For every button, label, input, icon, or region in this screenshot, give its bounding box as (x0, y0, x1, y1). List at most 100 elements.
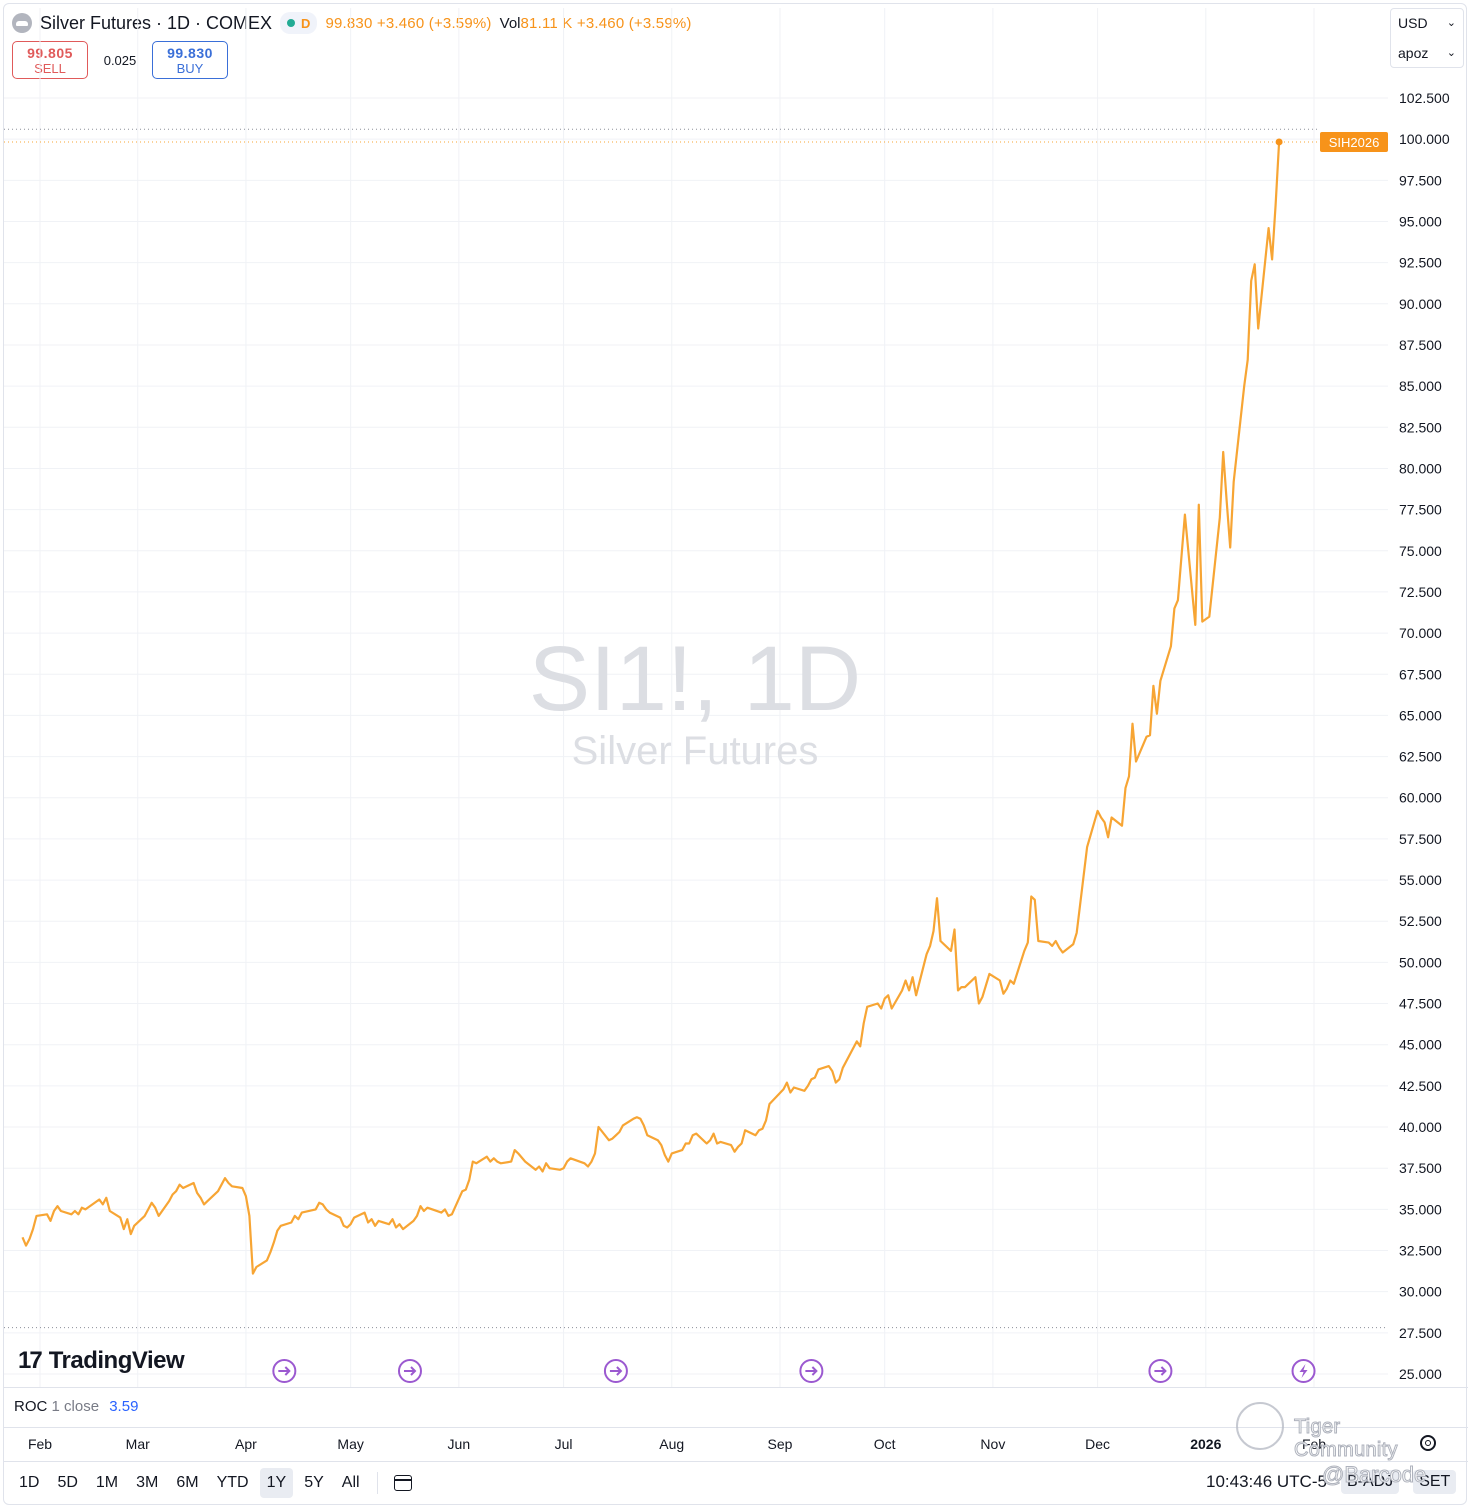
symbol-cloud-icon[interactable] (12, 13, 32, 33)
range-1y[interactable]: 1Y (259, 1468, 294, 1498)
event-markers (272, 1359, 1316, 1383)
y-tick-label: 75.000 (1399, 543, 1442, 559)
x-tick-label: Mar (126, 1436, 150, 1452)
contract-roll-icon[interactable] (1148, 1359, 1173, 1383)
time-axis: Feb Mar Apr May Jun Jul Aug Sep Oct Nov Dec 2026 Feb (28, 1436, 1326, 1452)
chart-frame (3, 3, 1467, 1505)
y-tick-label: 40.000 (1399, 1119, 1442, 1135)
goto-date-calendar-icon[interactable] (393, 1475, 412, 1491)
y-tick-label: 42.500 (1399, 1078, 1442, 1094)
sell-button[interactable]: 99.805 SELL (12, 41, 88, 79)
contract-roll-icon[interactable] (603, 1359, 628, 1383)
series-tag-bg (1320, 131, 1388, 152)
y-tick-label: 67.500 (1399, 666, 1442, 682)
reference-lines (4, 128, 1388, 1329)
y-tick-label: 60.000 (1399, 790, 1442, 806)
symbol-title[interactable]: Silver Futures · 1D · COMEX (40, 12, 273, 33)
y-tick-label: 65.000 (1399, 707, 1442, 723)
toolbar-right: 10:43:46 UTC-5 B-ADJ SET (1206, 1470, 1457, 1494)
market-status-pill[interactable]: D (280, 12, 318, 34)
x-tick-label: Aug (659, 1436, 684, 1452)
price-series-line[interactable] (21, 141, 1281, 1275)
y-tick-label: 47.500 (1399, 996, 1442, 1012)
community-watermark-text: Tiger Community (1294, 1416, 1399, 1462)
range-1m[interactable]: 1M (95, 1474, 119, 1491)
contract-roll-icon[interactable] (799, 1359, 824, 1383)
y-tick-label: 100.000 (1399, 131, 1450, 147)
y-tick-label: 87.500 (1399, 337, 1442, 353)
author-watermark: @Barcode (1321, 1462, 1427, 1488)
y-tick-label: 27.500 (1399, 1325, 1442, 1341)
y-tick-label: 77.500 (1399, 502, 1442, 518)
y-tick-label: 92.500 (1399, 255, 1442, 271)
y-tick-label: 95.000 (1399, 213, 1442, 229)
community-watermark: Tiger Community (1236, 1400, 1448, 1462)
y-tick-label: 85.000 (1399, 378, 1442, 394)
currency-value: USD (1398, 15, 1428, 31)
back-adjust-button[interactable]: B-ADJ (1340, 1470, 1400, 1494)
unit-selector[interactable]: apoz ⌄ (1392, 40, 1462, 66)
y-tick-label: 82.500 (1399, 419, 1442, 435)
x-tick-label: Feb (28, 1436, 52, 1452)
settlement-button[interactable]: SET (1413, 1470, 1457, 1494)
x-tick-label: Oct (874, 1436, 896, 1452)
sell-label: SELL (34, 61, 66, 76)
x-tick-label: May (337, 1436, 363, 1452)
roc-indicator-legend[interactable]: ROC 1 close 3.59 (14, 1398, 138, 1415)
x-tick-label: Dec (1085, 1436, 1110, 1452)
y-tick-label: 30.000 (1399, 1284, 1442, 1300)
x-tick-label: 2026 (1190, 1436, 1221, 1452)
x-tick-label: Sep (768, 1436, 793, 1452)
chevron-down-icon: ⌄ (1446, 17, 1456, 29)
community-logo-icon (1236, 1402, 1284, 1450)
tradingview-mark-icon: 17 (18, 1347, 43, 1374)
buy-price: 99.830 (167, 45, 213, 61)
x-tick-label: Nov (980, 1436, 1005, 1452)
range-5y[interactable]: 5Y (304, 1474, 324, 1491)
y-tick-label: 72.500 (1399, 584, 1442, 600)
last-price-dot (1275, 138, 1283, 146)
toolbar-divider (376, 1472, 378, 1494)
y-tick-label: 90.000 (1399, 296, 1442, 312)
y-tick-label: 32.500 (1399, 1243, 1442, 1259)
pane-separator[interactable] (4, 1387, 1468, 1388)
indicator-name: ROC (14, 1398, 48, 1415)
range-5d[interactable]: 5D (57, 1474, 78, 1491)
y-tick-label: 70.000 (1399, 625, 1442, 641)
y-tick-label: 35.000 (1399, 1201, 1442, 1217)
tradingview-logo[interactable]: 17 TradingView (18, 1347, 185, 1375)
range-all[interactable]: All (341, 1474, 360, 1491)
tradingview-wordmark: TradingView (48, 1347, 185, 1374)
volume-label: Vol (499, 14, 521, 32)
interval-badge: D (301, 15, 311, 31)
chevron-down-icon: ⌄ (1446, 47, 1456, 59)
buy-button[interactable]: 99.830 BUY (152, 41, 228, 79)
clock-timezone[interactable]: 10:43:46 UTC-5 (1206, 1472, 1327, 1491)
range-ytd[interactable]: YTD (216, 1474, 249, 1491)
contract-roll-icon[interactable] (272, 1359, 297, 1383)
earnings-flash-icon[interactable] (1291, 1359, 1316, 1383)
last-quote: 99.830 +3.460 (+3.59%) (325, 14, 492, 32)
y-tick-label: 62.500 (1399, 749, 1442, 765)
x-tick-label: Jul (555, 1436, 573, 1452)
y-tick-label: 37.500 (1399, 1160, 1442, 1176)
series-price-tag: SIH2026 (1320, 131, 1388, 152)
range-6m[interactable]: 6M (176, 1474, 199, 1491)
range-1d[interactable]: 1D (19, 1474, 40, 1491)
watermark-symbol: SI1!, 1D (529, 628, 861, 730)
series-tag-label: SIH2026 (1329, 135, 1380, 150)
y-tick-label: 50.000 (1399, 954, 1442, 970)
x-tick-label: Apr (235, 1436, 257, 1452)
settings-gear-icon[interactable] (1420, 1435, 1436, 1451)
x-tick-label: Jun (448, 1436, 471, 1452)
contract-roll-icon[interactable] (397, 1359, 422, 1383)
watermark-name: Silver Futures (572, 729, 819, 773)
currency-selector[interactable]: USD ⌄ (1392, 10, 1462, 36)
spread-value: 0.025 (103, 52, 137, 68)
indicator-value: 3.59 (109, 1398, 139, 1415)
y-tick-label: 55.000 (1399, 872, 1442, 888)
range-3m[interactable]: 3M (136, 1474, 159, 1491)
y-tick-label: 52.500 (1399, 913, 1442, 929)
buy-label: BUY (176, 61, 204, 76)
